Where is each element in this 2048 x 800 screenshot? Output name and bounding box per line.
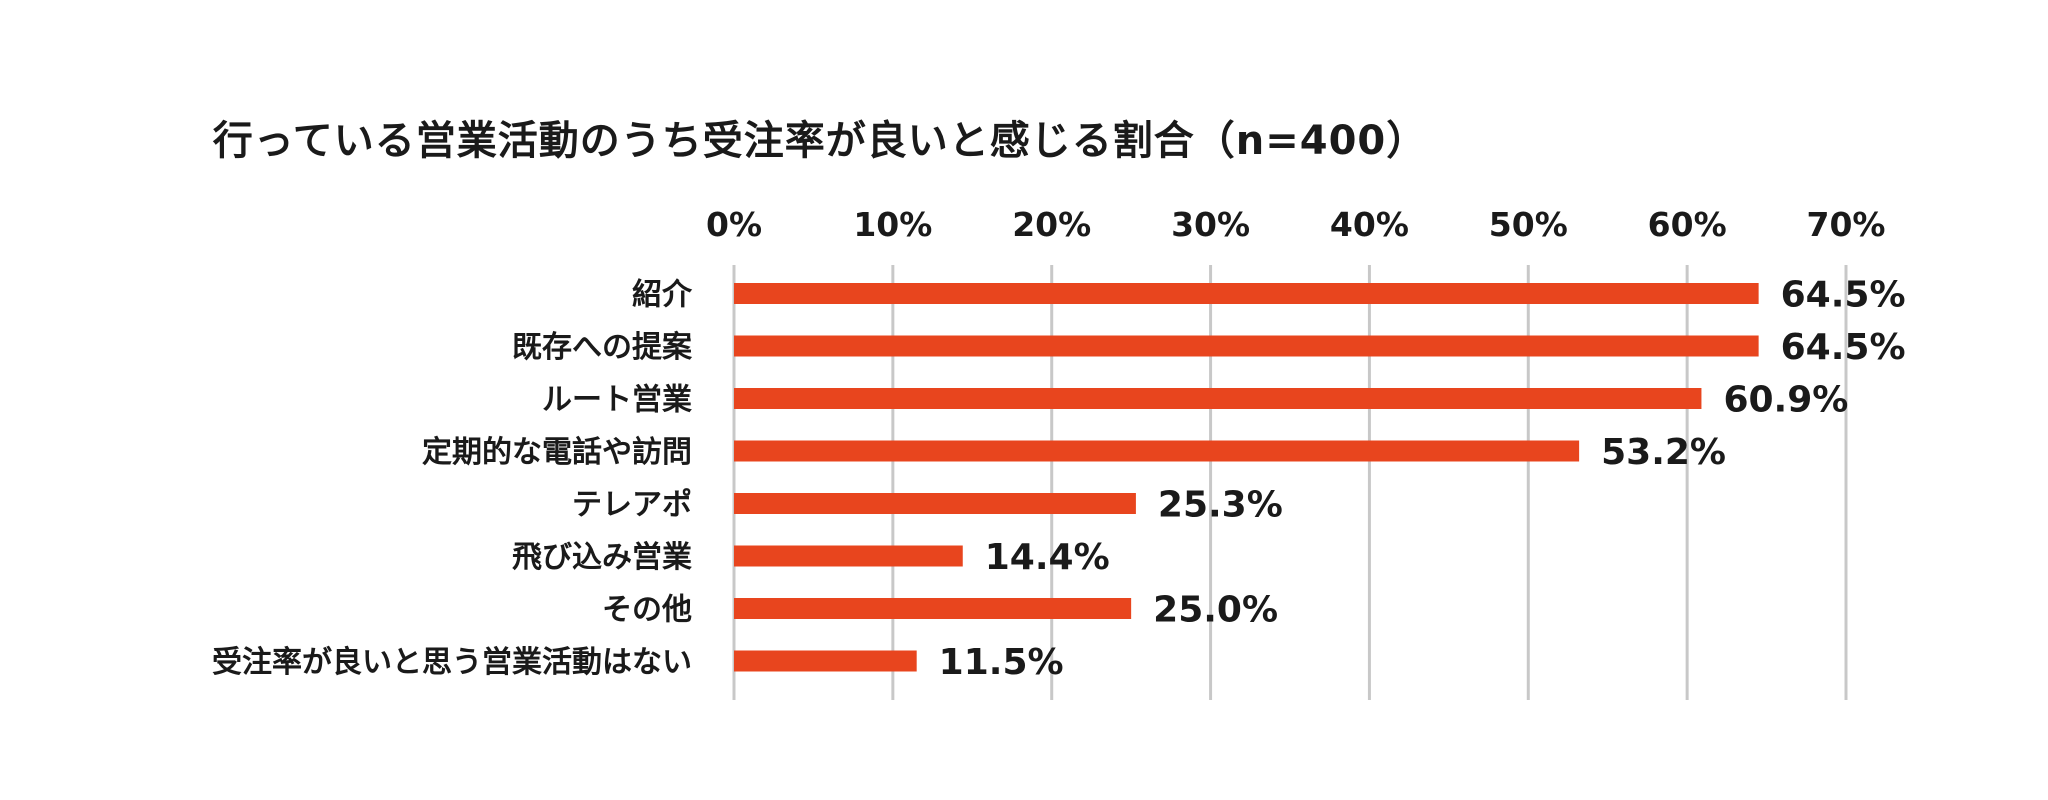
x-tick-label: 20% xyxy=(1012,205,1091,244)
x-tick-label: 70% xyxy=(1807,205,1886,244)
bar xyxy=(734,650,917,672)
bar xyxy=(734,545,963,567)
category-labels: 紹介既存への提案ルート営業定期的な電話や訪問テレアポ飛び込み営業その他受注率が良… xyxy=(212,278,693,681)
category-label: 既存への提案 xyxy=(512,330,693,365)
x-axis-tick-labels: 0% 10% 20% 30% 40% 50% 60% 70% xyxy=(706,205,1886,244)
x-tick-label: 50% xyxy=(1489,205,1568,244)
category-label: 受注率が良いと思う営業活動はない xyxy=(212,645,692,680)
value-label: 14.4% xyxy=(985,537,1110,578)
value-label: 64.5% xyxy=(1781,275,1906,316)
category-label: 飛び込み営業 xyxy=(512,540,692,575)
bar xyxy=(734,440,1580,462)
value-label: 64.5% xyxy=(1781,327,1906,368)
x-tick-label: 40% xyxy=(1330,205,1409,244)
category-label: その他 xyxy=(602,593,692,628)
value-label: 25.0% xyxy=(1153,590,1278,631)
category-label: ルート営業 xyxy=(542,383,692,418)
x-tick-label: 0% xyxy=(706,205,762,244)
bar xyxy=(734,388,1702,409)
x-tick-label: 30% xyxy=(1171,205,1250,244)
value-label: 11.5% xyxy=(939,642,1064,683)
chart-title: 行っている営業活動のうち受注率が良いと感じる割合（n=400） xyxy=(212,118,1428,164)
value-label: 25.3% xyxy=(1158,485,1283,526)
x-tick-label: 60% xyxy=(1648,205,1727,244)
bar xyxy=(734,335,1759,357)
bars xyxy=(734,283,1759,672)
category-label: 定期的な電話や訪問 xyxy=(422,435,692,470)
grid-lines xyxy=(732,265,1848,700)
bar xyxy=(734,598,1132,619)
x-tick-label: 10% xyxy=(853,205,932,244)
bar xyxy=(734,493,1136,514)
category-label: 紹介 xyxy=(632,278,693,313)
value-labels: 64.5% 64.5% 60.9% 53.2% 25.3% 14.4% 25.0% 11.5% xyxy=(939,275,1906,684)
value-label: 53.2% xyxy=(1601,432,1726,473)
category-label: テレアポ xyxy=(572,488,692,523)
value-label: 60.9% xyxy=(1723,380,1848,421)
bar xyxy=(734,283,1759,304)
